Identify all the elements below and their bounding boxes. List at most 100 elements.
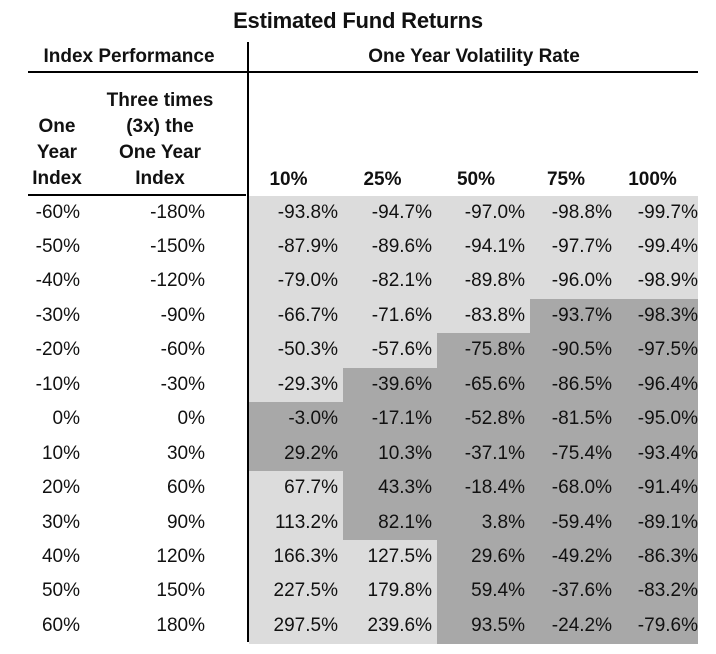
return-cell: -97.5% [617, 333, 698, 369]
return-cell: -95.0% [617, 402, 698, 438]
return-cell: 166.3% [249, 540, 343, 575]
header-line: Index [32, 168, 82, 189]
header-line: One [38, 116, 76, 137]
one-year-index-cell: 40% [41, 546, 80, 567]
return-cell: 59.4% [437, 574, 530, 610]
return-cell: -71.6% [343, 298, 437, 334]
header-line: Year [36, 142, 78, 163]
return-cell: -86.5% [530, 367, 617, 403]
one-year-index-cell: 0% [52, 408, 80, 430]
return-cell: 297.5% [249, 608, 343, 644]
return-cell: -89.8% [437, 264, 530, 300]
return-cell: 239.6% [343, 608, 437, 644]
return-cell: -37.1% [437, 436, 530, 472]
volatility-column-3: 75% [546, 169, 586, 190]
three-times-index-cell: 60% [166, 477, 205, 499]
three-times-index-cell: -30% [160, 373, 205, 395]
return-cell: -57.6% [343, 333, 437, 369]
return-cell: -91.4% [617, 471, 698, 507]
return-cell: -89.6% [343, 229, 437, 265]
return-cell: -98.3% [617, 298, 698, 334]
return-cell: 113.2% [249, 505, 343, 541]
return-cell: -3.0% [249, 402, 343, 438]
volatility-header: One Year Volatility Rate [368, 46, 580, 67]
return-cell: -96.0% [530, 264, 617, 300]
return-cell: -17.1% [343, 402, 437, 438]
return-cell: -59.4% [530, 505, 617, 541]
return-cell: -50.3% [249, 333, 343, 369]
three-times-index-cell: 0% [177, 408, 205, 430]
return-cell: 127.5% [343, 540, 437, 575]
return-cell: -75.4% [530, 436, 617, 472]
header-divider [28, 71, 698, 73]
return-cell: -98.8% [530, 195, 617, 231]
return-cell: -90.5% [530, 333, 617, 369]
index-performance-header: Index Performance [43, 46, 215, 67]
return-cell: -37.6% [530, 574, 617, 610]
return-cell: -68.0% [530, 471, 617, 507]
return-cell: -97.7% [530, 229, 617, 265]
header-line: Index [135, 168, 185, 189]
three-times-index-cell: -120% [150, 270, 205, 292]
page-title: Estimated Fund Returns [233, 8, 483, 33]
one-year-index-cell: 20% [41, 477, 80, 499]
return-cell: -97.0% [437, 195, 530, 231]
one-year-index-cell: -20% [35, 339, 80, 361]
return-cell: -52.8% [437, 402, 530, 438]
volatility-column-2: 50% [456, 169, 496, 190]
three-times-index-cell: 90% [166, 511, 205, 533]
header-line: One Year [118, 142, 202, 163]
return-cell: -83.2% [617, 574, 698, 610]
three-times-index-cell: -90% [160, 304, 205, 326]
return-cell: -93.8% [249, 195, 343, 231]
one-year-index-cell: 30% [41, 511, 80, 533]
return-cell: -93.4% [617, 436, 698, 472]
return-cell: -29.3% [249, 367, 343, 403]
return-cell: -49.2% [530, 540, 617, 575]
return-cell: 93.5% [437, 608, 530, 644]
return-cell: -65.6% [437, 367, 530, 403]
three-times-index-cell: -60% [160, 339, 205, 361]
return-cell: -24.2% [530, 608, 617, 644]
return-cell: -94.7% [343, 195, 437, 231]
return-cell: 29.6% [437, 540, 530, 575]
return-cell: -87.9% [249, 229, 343, 265]
three-times-index-cell: 120% [156, 546, 205, 567]
one-year-index-cell: 60% [41, 614, 80, 636]
return-cell: -66.7% [249, 298, 343, 334]
header-line: Three times [106, 90, 214, 111]
one-year-index-cell: -50% [35, 235, 80, 257]
three-times-index-cell: 180% [156, 614, 205, 636]
return-cell: -94.1% [437, 229, 530, 265]
one-year-index-cell: -10% [35, 373, 80, 395]
three-times-index-cell: 30% [166, 442, 205, 464]
three-times-index-cell: -180% [150, 201, 205, 223]
return-cell: -89.1% [617, 505, 698, 541]
volatility-column-4: 100% [628, 169, 677, 190]
return-cell: -96.4% [617, 367, 698, 403]
one-year-index-cell: 50% [41, 580, 80, 602]
return-cell: -99.7% [617, 195, 698, 231]
one-year-index-cell: -60% [35, 201, 80, 223]
volatility-column-0: 10% [269, 169, 308, 190]
return-cell: 179.8% [343, 574, 437, 610]
one-year-index-cell: -30% [35, 304, 80, 326]
one-year-index-cell: -40% [35, 270, 80, 292]
return-cell: -81.5% [530, 402, 617, 438]
one-year-index-header: One Year Index [18, 114, 96, 192]
return-cell: -75.8% [437, 333, 530, 369]
return-cell: -86.3% [617, 540, 698, 575]
return-cell: -79.6% [617, 608, 698, 644]
column-divider [247, 42, 249, 642]
return-cell: 10.3% [343, 436, 437, 472]
left-header-underline [28, 194, 246, 196]
return-cell: -18.4% [437, 471, 530, 507]
return-cell: 3.8% [437, 505, 530, 541]
return-cell: 82.1% [343, 505, 437, 541]
return-cell: -83.8% [437, 298, 530, 334]
one-year-index-cell: 10% [41, 442, 80, 464]
return-cell: -82.1% [343, 264, 437, 300]
three-times-index-header: Three times (3x) the One Year Index [100, 88, 220, 192]
return-cell: 43.3% [343, 471, 437, 507]
header-line: (3x) the [126, 116, 194, 137]
